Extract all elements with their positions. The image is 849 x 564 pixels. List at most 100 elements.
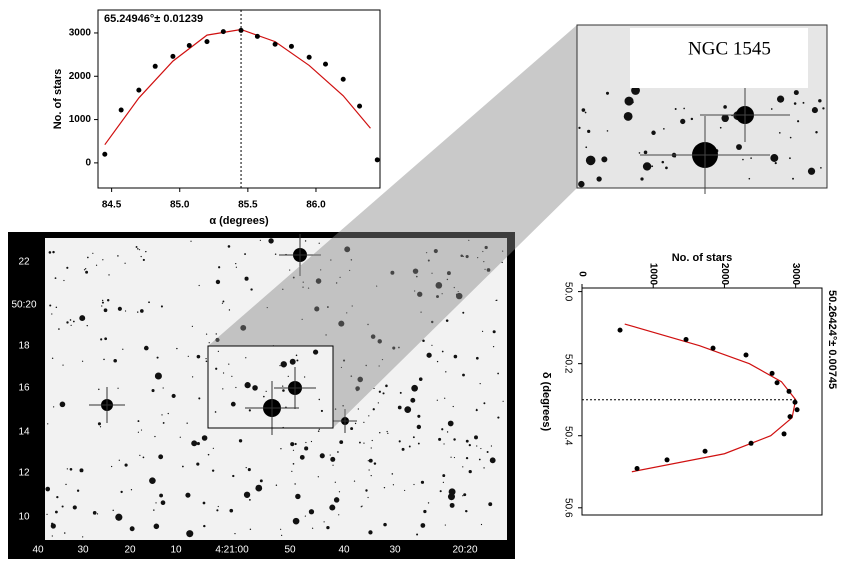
star xyxy=(222,372,225,374)
star xyxy=(196,442,200,446)
field-y-label: 12 xyxy=(18,468,30,479)
star xyxy=(378,365,380,367)
star xyxy=(207,453,210,456)
star xyxy=(275,484,278,486)
point xyxy=(136,87,142,93)
star xyxy=(452,405,454,408)
point xyxy=(323,61,329,67)
star xyxy=(281,534,283,536)
star xyxy=(334,481,336,483)
star xyxy=(53,406,55,408)
star xyxy=(382,392,385,395)
star xyxy=(446,278,449,281)
star xyxy=(244,253,246,255)
star xyxy=(227,245,231,248)
point xyxy=(702,448,708,454)
star xyxy=(624,96,634,106)
star xyxy=(387,432,389,435)
field-x-label: 30 xyxy=(77,545,89,556)
star xyxy=(383,487,386,489)
star xyxy=(462,311,465,314)
star xyxy=(446,271,451,276)
star xyxy=(431,272,433,274)
star xyxy=(54,277,57,280)
star xyxy=(774,162,777,165)
star xyxy=(266,306,268,309)
star xyxy=(355,386,360,391)
star xyxy=(475,409,478,412)
field-x-label: 40 xyxy=(338,545,350,556)
star xyxy=(484,268,486,270)
star xyxy=(807,167,816,175)
star xyxy=(318,242,320,244)
star xyxy=(486,451,489,454)
star xyxy=(330,456,336,462)
star xyxy=(477,256,479,259)
star xyxy=(104,337,108,341)
star xyxy=(442,481,444,484)
point xyxy=(786,388,792,394)
star xyxy=(66,266,69,269)
star xyxy=(83,269,86,271)
star xyxy=(792,177,794,180)
star xyxy=(69,467,73,471)
star xyxy=(235,386,237,389)
star xyxy=(411,384,418,392)
star xyxy=(605,91,610,95)
star xyxy=(329,504,336,511)
star xyxy=(51,313,53,315)
star xyxy=(474,435,478,440)
star xyxy=(585,146,588,149)
field-y-label: 22 xyxy=(18,257,30,268)
star xyxy=(280,361,287,368)
field-image xyxy=(45,238,507,540)
star xyxy=(187,355,189,357)
star xyxy=(312,349,319,355)
star xyxy=(453,438,456,441)
star xyxy=(385,384,388,388)
star xyxy=(185,492,191,498)
field-x-label: 40 xyxy=(32,545,44,556)
star xyxy=(82,536,84,538)
star xyxy=(778,132,781,134)
star xyxy=(368,469,370,471)
star xyxy=(142,456,145,459)
star xyxy=(447,420,454,427)
star xyxy=(448,273,450,276)
star xyxy=(289,269,291,271)
star xyxy=(789,157,791,160)
star xyxy=(99,426,102,428)
star xyxy=(665,166,668,170)
star xyxy=(163,422,165,424)
star xyxy=(130,489,133,491)
star xyxy=(120,490,123,494)
star xyxy=(311,527,314,529)
star xyxy=(191,376,194,378)
star xyxy=(292,517,300,525)
field-x-label: 4:21:00 xyxy=(215,545,249,556)
inset-label: NGC 1545 xyxy=(688,38,771,59)
star xyxy=(431,320,434,324)
star xyxy=(370,447,372,449)
star xyxy=(54,510,58,514)
star xyxy=(145,250,147,253)
star xyxy=(326,306,329,308)
field-x-label: 50 xyxy=(284,545,296,556)
star xyxy=(296,359,299,362)
plot-frame xyxy=(97,9,381,189)
star xyxy=(108,274,110,276)
star xyxy=(354,422,357,425)
star xyxy=(243,491,251,498)
star xyxy=(418,377,423,381)
star xyxy=(167,412,169,415)
star xyxy=(318,398,321,401)
star xyxy=(159,493,164,498)
star xyxy=(63,532,66,534)
star xyxy=(365,364,367,367)
point xyxy=(357,103,363,109)
star xyxy=(683,107,685,110)
star xyxy=(404,489,406,492)
star xyxy=(460,254,464,258)
star xyxy=(282,385,284,387)
star xyxy=(280,448,282,450)
